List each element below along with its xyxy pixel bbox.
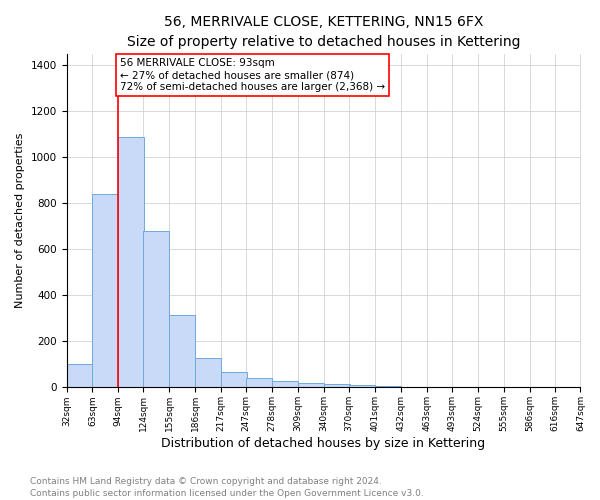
X-axis label: Distribution of detached houses by size in Kettering: Distribution of detached houses by size … <box>161 437 485 450</box>
Text: Contains HM Land Registry data © Crown copyright and database right 2024.
Contai: Contains HM Land Registry data © Crown c… <box>30 476 424 498</box>
Bar <box>195 358 221 388</box>
Bar <box>298 383 324 388</box>
Bar <box>118 136 144 388</box>
Bar <box>246 378 272 388</box>
Bar <box>92 194 118 388</box>
Text: 56 MERRIVALE CLOSE: 93sqm
← 27% of detached houses are smaller (874)
72% of semi: 56 MERRIVALE CLOSE: 93sqm ← 27% of detac… <box>120 58 385 92</box>
Bar <box>143 231 169 388</box>
Bar <box>272 380 298 388</box>
Title: 56, MERRIVALE CLOSE, KETTERING, NN15 6FX
Size of property relative to detached h: 56, MERRIVALE CLOSE, KETTERING, NN15 6FX… <box>127 15 520 48</box>
Bar <box>67 364 92 388</box>
Bar <box>375 386 401 388</box>
Bar <box>349 385 375 388</box>
Bar <box>169 315 195 388</box>
Bar <box>324 384 350 388</box>
Y-axis label: Number of detached properties: Number of detached properties <box>15 133 25 308</box>
Bar <box>221 372 247 388</box>
